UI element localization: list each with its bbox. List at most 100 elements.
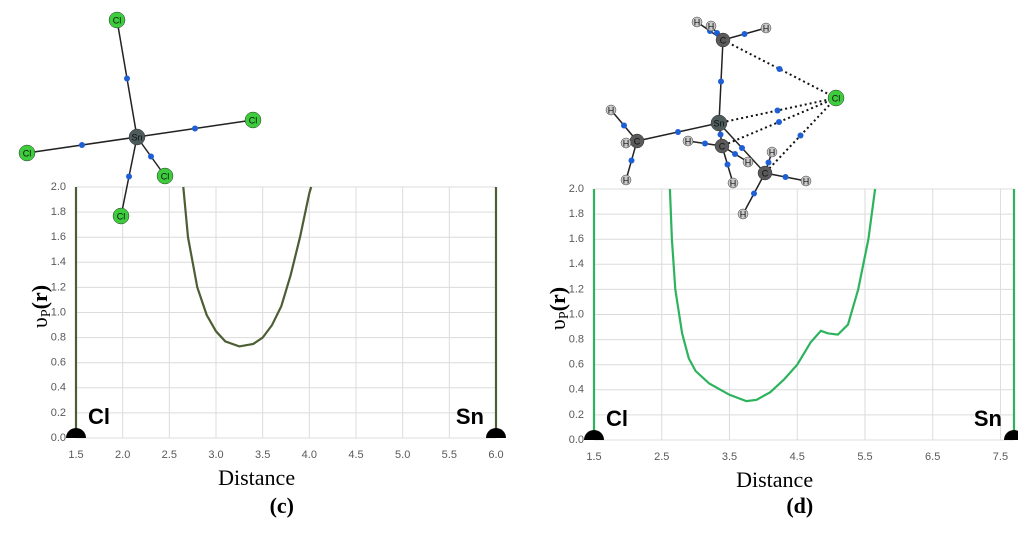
bond-critical-point: [766, 160, 772, 166]
nucleus-label: Sn: [974, 406, 1002, 431]
x-axis-label: Distance: [736, 467, 813, 492]
x-tick-label: 1.5: [68, 449, 83, 461]
y-tick-label: 0.0: [569, 434, 584, 446]
nucleus-marker: [1004, 430, 1018, 440]
y-tick-label: 1.2: [51, 281, 66, 293]
atom-label: Cl: [249, 115, 258, 125]
bond-critical-point: [702, 141, 708, 147]
y-tick-label: 0.4: [569, 384, 584, 396]
bond-critical-point: [777, 66, 783, 72]
atom-label: H: [623, 138, 630, 148]
atom-label: C: [719, 141, 726, 151]
bond-critical-point: [798, 133, 804, 139]
y-tick-label: 0.6: [51, 357, 66, 369]
panel-label: (c): [270, 493, 294, 518]
nucleus-marker: [486, 428, 506, 438]
x-tick-label: 6.0: [488, 449, 503, 461]
nucleus-label: Sn: [456, 404, 484, 429]
bond-critical-point: [725, 162, 731, 168]
y-tick-label: 2.0: [569, 183, 584, 195]
x-tick-label: 4.5: [790, 451, 805, 463]
figure: 0.00.20.40.60.81.01.21.41.61.82.01.52.02…: [0, 0, 1018, 545]
atom-label: C: [720, 35, 727, 45]
y-tick-label: 1.8: [51, 206, 66, 218]
y-tick-label: 0.0: [51, 432, 66, 444]
y-tick-label: 0.2: [569, 409, 584, 421]
bond-critical-point: [629, 158, 635, 164]
y-tick-label: 1.2: [569, 283, 584, 295]
y-tick-label: 0.8: [51, 332, 66, 344]
atom-label: H: [708, 21, 715, 31]
x-tick-label: 6.5: [925, 451, 940, 463]
nucleus-label: Cl: [606, 406, 628, 431]
atom-label: Cl: [113, 15, 122, 25]
y-axis-label: υP(r): [27, 285, 54, 328]
x-tick-label: 2.5: [162, 449, 177, 461]
atom-label: Cl: [161, 171, 170, 181]
bond-critical-point: [776, 119, 782, 125]
y-tick-label: 0.6: [569, 359, 584, 371]
nucleus-marker: [584, 430, 604, 440]
y-tick-label: 1.8: [569, 208, 584, 220]
atom-label: H: [763, 23, 770, 33]
atom-label: H: [803, 176, 810, 186]
atom-label: H: [745, 157, 752, 167]
x-tick-label: 4.5: [348, 449, 363, 461]
y-tick-label: 1.6: [51, 231, 66, 243]
bond-critical-point: [79, 142, 85, 148]
bond-critical-point: [192, 126, 198, 132]
atom-label: Cl: [832, 93, 841, 103]
atom-label: H: [694, 17, 701, 27]
bond-critical-point: [148, 154, 154, 160]
x-tick-label: 5.5: [442, 449, 457, 461]
y-axis-label: υP(r): [545, 287, 572, 330]
x-tick-label: 2.0: [115, 449, 130, 461]
y-label-argument: (r): [545, 287, 570, 311]
y-label-symbol: υ: [27, 317, 52, 328]
bond-critical-point: [124, 76, 130, 82]
x-tick-label: 1.5: [586, 451, 601, 463]
y-label-subscript: P: [39, 309, 54, 317]
atom-label: C: [634, 136, 641, 146]
y-label-argument: (r): [27, 285, 52, 309]
atom-label: C: [762, 168, 769, 178]
y-label-subscript: P: [557, 311, 572, 319]
y-tick-label: 0.2: [51, 407, 66, 419]
bond-critical-point: [739, 145, 745, 151]
y-label-symbol: υ: [545, 319, 570, 330]
atom-label: H: [740, 209, 747, 219]
x-tick-label: 3.0: [208, 449, 223, 461]
atom-label: Cl: [23, 148, 32, 158]
x-tick-label: 2.5: [654, 451, 669, 463]
bond-critical-point: [718, 132, 724, 138]
bond-critical-point: [742, 31, 748, 37]
panel-label: (d): [786, 493, 813, 518]
y-tick-label: 2.0: [51, 181, 66, 193]
atom-label: H: [623, 175, 630, 185]
x-tick-label: 5.5: [857, 451, 872, 463]
x-tick-label: 4.0: [302, 449, 317, 461]
bond-critical-point: [126, 174, 132, 180]
x-tick-label: 5.0: [395, 449, 410, 461]
atom-label: Sn: [131, 132, 142, 142]
x-tick-label: 3.5: [722, 451, 737, 463]
bond-critical-point: [675, 129, 681, 135]
bond-critical-point: [718, 79, 724, 85]
y-tick-label: 1.4: [569, 258, 584, 270]
nucleus-label: Cl: [88, 404, 110, 429]
atom-label: Sn: [713, 118, 724, 128]
y-tick-label: 1.4: [51, 256, 66, 268]
x-tick-label: 7.5: [993, 451, 1008, 463]
bond-critical-point: [775, 108, 781, 114]
y-tick-label: 0.4: [51, 382, 66, 394]
atom-label: H: [685, 136, 692, 146]
bond-critical-point: [621, 123, 627, 129]
y-tick-label: 1.6: [569, 233, 584, 245]
atom-label: H: [730, 178, 737, 188]
bond-critical-point: [751, 191, 757, 197]
nucleus-marker: [66, 428, 86, 438]
y-tick-label: 0.8: [569, 334, 584, 346]
x-axis-label: Distance: [218, 465, 295, 490]
atom-label: H: [769, 147, 776, 157]
atom-label: H: [608, 105, 615, 115]
